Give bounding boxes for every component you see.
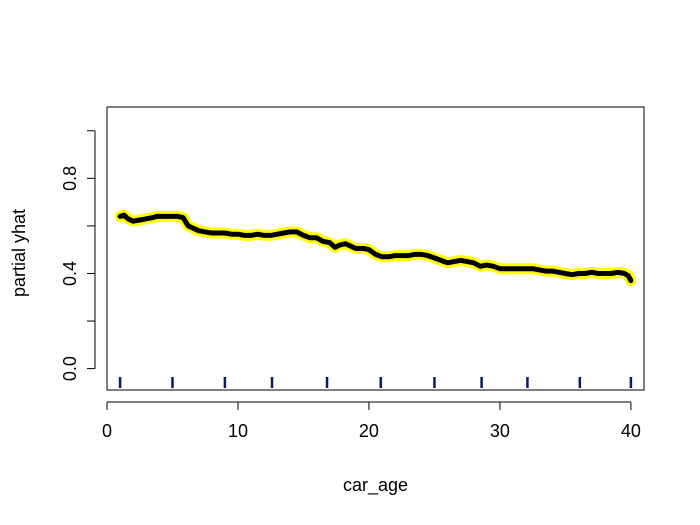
y-tick-label: 0.4 — [60, 261, 80, 286]
y-axis-label: partial yhat — [9, 209, 29, 297]
axes: 0 10 20 30 40 0.0 0.4 0.8 — [60, 130, 641, 441]
x-tick-label: 10 — [228, 421, 248, 441]
x-tick-label: 0 — [102, 421, 112, 441]
series-line — [117, 212, 634, 284]
x-tick-label: 30 — [490, 421, 510, 441]
x-tick-label: 40 — [621, 421, 641, 441]
rug-marks — [118, 377, 633, 388]
plot-frame — [106, 106, 645, 391]
y-tick-label: 0.0 — [60, 356, 80, 381]
y-tick-label: 0.8 — [60, 166, 80, 191]
x-tick-label: 20 — [359, 421, 379, 441]
x-axis-label: car_age — [343, 475, 408, 496]
series-lines — [114, 209, 637, 287]
